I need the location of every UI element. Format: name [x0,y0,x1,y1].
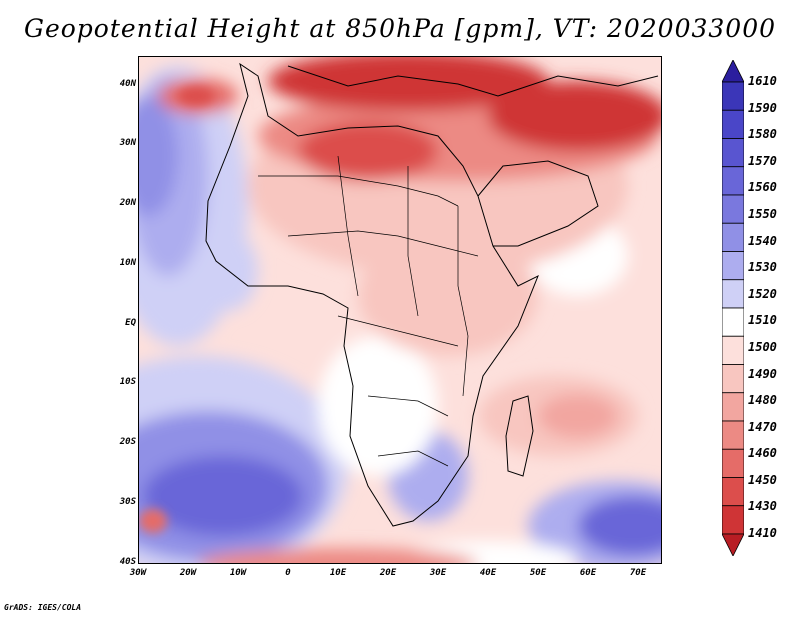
lat-label-30s: 30S [119,497,136,507]
lat-label-40n: 40N [119,79,136,89]
colorbar-label-1550: 1550 [748,206,777,221]
colorbar-label-1410: 1410 [748,526,777,540]
border-h [457,206,469,397]
colorbar-label-1450: 1450 [748,472,777,487]
lon-label-40e: 40E [479,568,497,578]
colorbar-label-1480: 1480 [748,393,777,408]
colorbar-segment [722,279,744,309]
colorbar-label-1520: 1520 [748,286,777,301]
colorbar-segment [722,251,744,281]
lon-label-10e: 10E [329,568,347,578]
colorbar-segment [722,335,744,365]
map-plot-area [138,56,662,564]
europe-low [268,56,548,111]
lat-label-30n: 30N [119,138,136,148]
lat-label-20n: 20N [119,198,136,208]
colorbar-label-1510: 1510 [748,313,777,328]
colorbar [722,60,744,556]
border-c [337,315,459,347]
software-credit: GrADS: IGES/COLA [4,603,82,612]
lon-label-30w: 30W [129,568,147,578]
africa-coastline [205,62,539,527]
border-e [377,450,449,467]
colorbar-top-arrow [722,60,744,83]
colorbar-segment [722,138,744,168]
europe-coastline [287,65,659,97]
lon-label-70e: 70E [629,568,647,578]
middle-east-low [488,81,662,151]
colorbar-segment [722,166,744,196]
libya-low [298,121,438,181]
colorbar-label-1470: 1470 [748,419,777,434]
chart-title: Geopotential Height at 850hPa [gpm], VT:… [23,14,777,43]
colorbar-label-1430: 1430 [748,499,777,514]
colorbar-segment [722,307,744,337]
colorbar-segment [722,81,744,111]
indian-ocean-high [578,496,662,556]
lon-label-30e: 30E [429,568,447,578]
country-borders [258,155,479,467]
sahel-field [358,236,538,356]
lat-label-40s: 40S [119,557,136,567]
madagascar-coastline [505,395,534,477]
border-g [407,166,419,317]
arabia-coastline [477,160,599,247]
lon-label-10w: 10W [229,568,247,578]
colorbar-bottom-arrow [722,533,744,556]
atlantic-cutoff-core [178,87,214,105]
azores-core [138,96,178,216]
central-africa-white [318,336,438,476]
border-d [367,395,449,417]
lon-label-50e: 50E [529,568,547,578]
coastlines [205,62,659,527]
colorbar-segment [722,194,744,224]
colorbar-segment [722,420,744,450]
border-b [287,230,479,257]
south-atlantic-core [143,456,303,536]
border-f [337,155,359,297]
colorbar-segment [722,222,744,252]
colorbar-segment [722,448,744,478]
colorbar-segment [722,109,744,139]
south-edge-low [198,548,478,564]
colorbar-label-1570: 1570 [748,153,777,168]
lat-label-10s: 10S [119,377,136,387]
map-frame [138,56,662,564]
colorbar-label-1530: 1530 [748,260,777,275]
colorbar-segment [722,477,744,507]
colorbar-label-1540: 1540 [748,233,777,248]
colorbar-label-1460: 1460 [748,446,777,461]
south-atlantic-cutoff [139,509,167,533]
border-a [258,175,459,207]
colorbar-label-1490: 1490 [748,366,777,381]
lon-label-0: 0 [285,568,291,578]
colorbar-label-1610: 1610 [748,74,777,88]
colorbar-label-1500: 1500 [748,339,777,354]
madagascar-core [538,394,618,438]
lat-label-10n: 10N [119,258,136,268]
colorbar-label-1590: 1590 [748,100,777,115]
lon-label-60e: 60E [579,568,597,578]
colorbar-segment [722,364,744,394]
colorbar-segment [722,505,744,535]
colorbar-label-1560: 1560 [748,180,777,195]
lat-label-20s: 20S [119,437,136,447]
colorbar-segment [722,392,744,422]
geopotential-field [138,56,662,564]
lon-label-20w: 20W [179,568,197,578]
lon-label-20e: 20E [379,568,397,578]
lat-label-eq: EQ [125,318,136,328]
colorbar-label-1580: 1580 [748,127,777,142]
